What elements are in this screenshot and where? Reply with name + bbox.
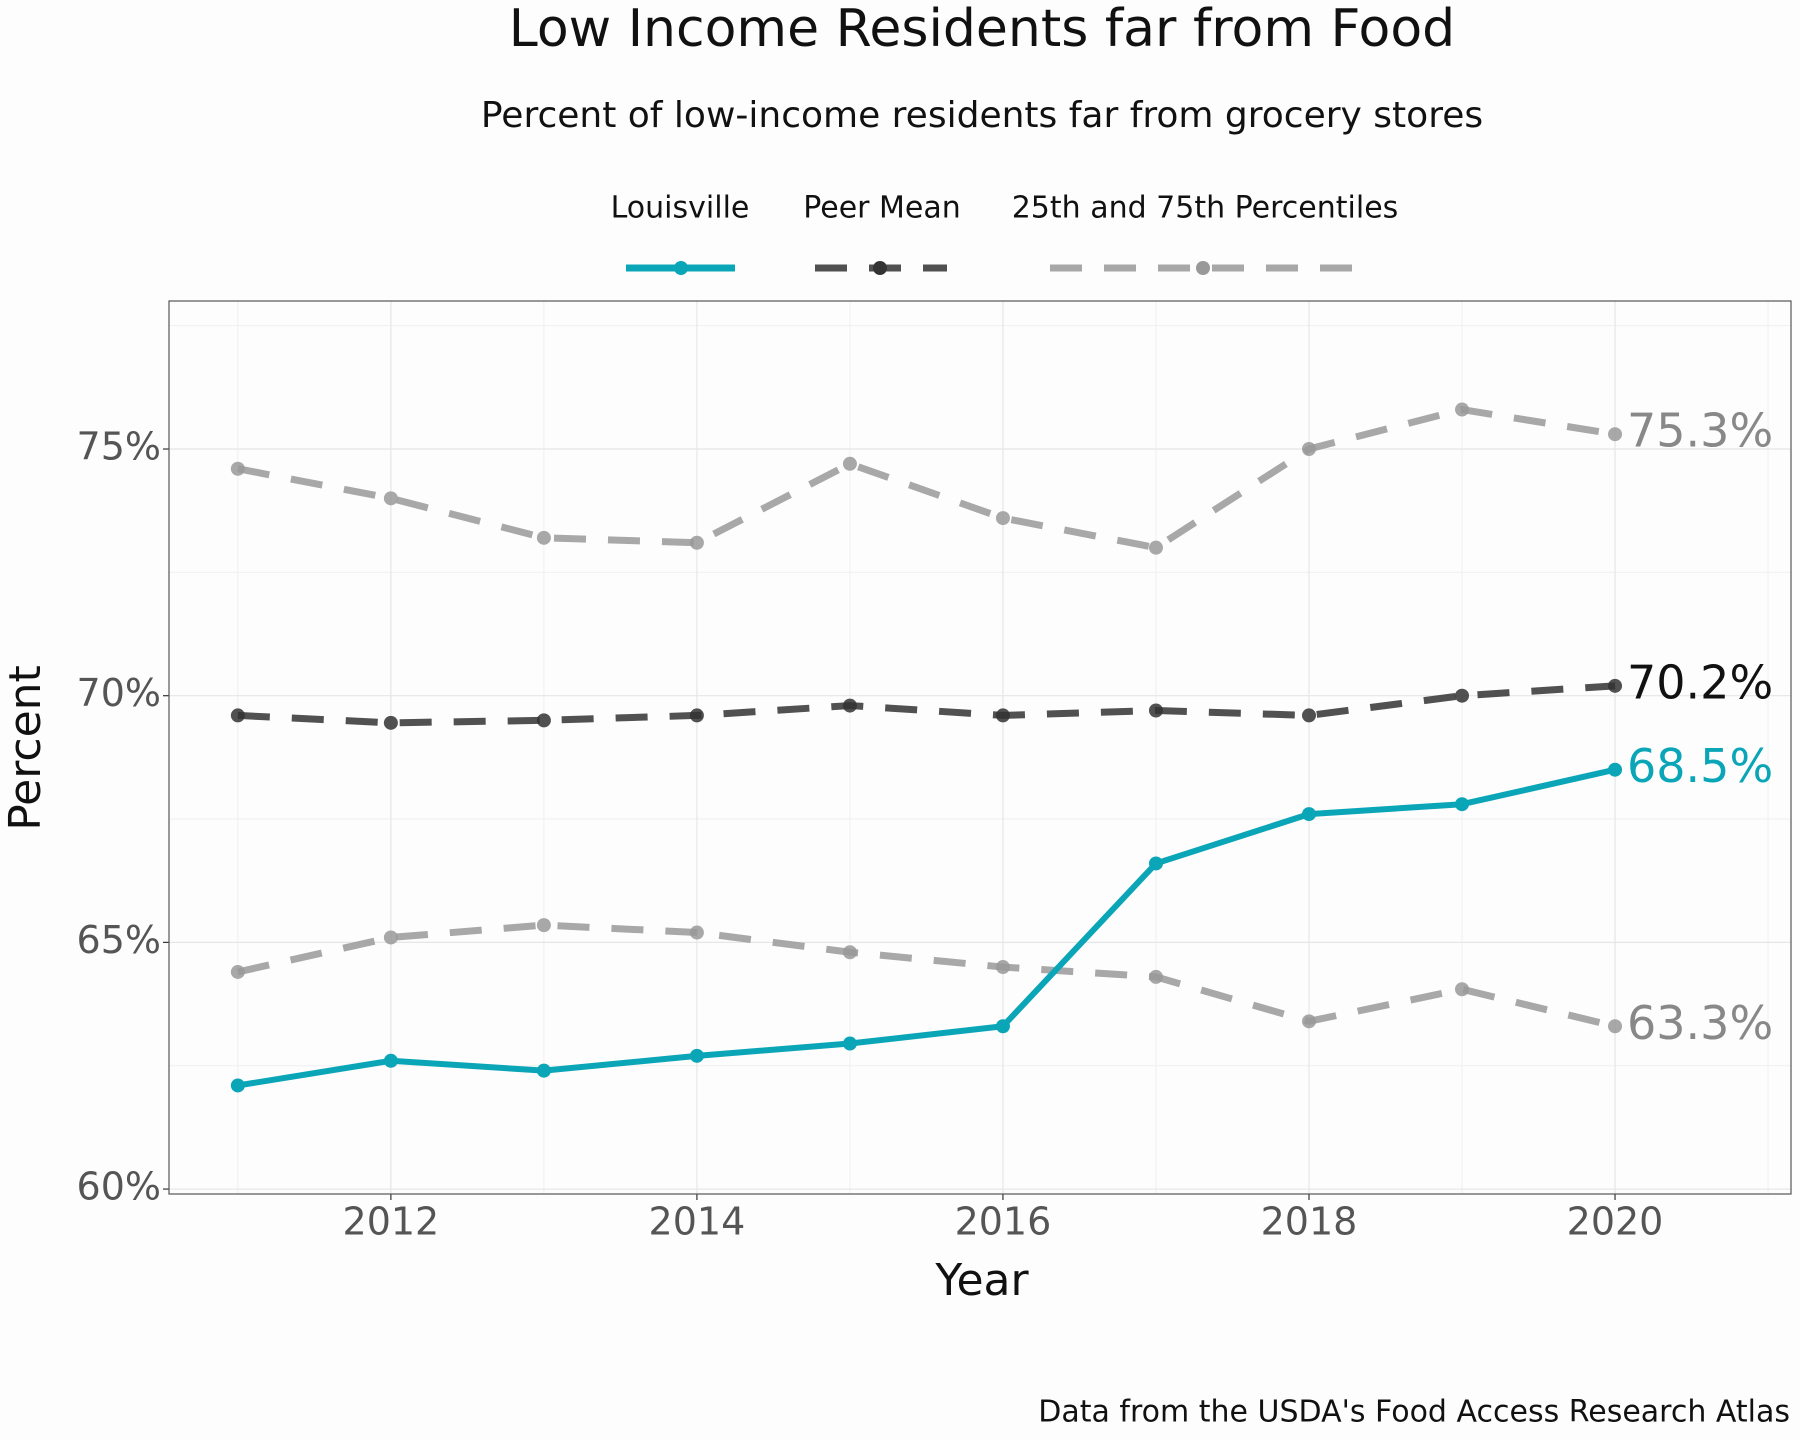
point [842,1036,857,1051]
point [1148,703,1163,718]
point [689,708,704,723]
point [1455,402,1470,417]
end-label: 63.3% [1627,996,1773,1050]
point [995,511,1010,526]
point [230,461,245,476]
y-tick-label: 75% [77,425,161,469]
point [383,491,398,506]
series-line [237,766,1616,1089]
point [842,456,857,471]
point [1455,688,1470,703]
point [1301,442,1316,457]
point [1148,540,1163,555]
end-label: 68.5% [1627,739,1773,793]
end-label: 75.3% [1627,404,1773,458]
x-tick-label: 2012 [343,1200,440,1244]
point [1455,982,1470,997]
point [1608,762,1623,777]
point [1301,708,1316,723]
legend-label: 25th and 75th Percentiles [1012,191,1399,226]
point [383,715,398,730]
x-tick-label: 2014 [649,1200,746,1244]
legend-point [1196,261,1210,275]
point [689,535,704,550]
x-tick-label: 2020 [1567,1200,1664,1244]
point [383,1053,398,1068]
point [536,918,551,933]
point [1148,856,1163,871]
point [1301,1014,1316,1029]
end-label: 70.2% [1627,655,1773,709]
point [1148,969,1163,984]
chart-title: Low Income Residents far from Food [509,0,1455,59]
series-line [237,921,1616,1030]
point [1301,807,1316,822]
y-axis-title: Percent [0,665,51,831]
point [230,964,245,979]
caption: Data from the USDA's Food Access Researc… [1038,1395,1790,1430]
y-tick-label: 70% [77,671,161,715]
point [1608,678,1623,693]
legend-point [873,261,887,275]
point [1608,1019,1623,1034]
point [536,1063,551,1078]
point [689,925,704,940]
x-axis-title: Year [934,1255,1029,1306]
x-tick-label: 2018 [1261,1200,1358,1244]
legend-label: Peer Mean [803,191,961,226]
point [842,945,857,960]
y-tick-label: 65% [77,918,161,962]
point [383,930,398,945]
point [1455,797,1470,812]
point [230,1078,245,1093]
point [689,1048,704,1063]
point [536,713,551,728]
point [842,698,857,713]
series-line [237,682,1616,727]
chart-subtitle: Percent of low-income residents far from… [481,95,1483,136]
point [995,960,1010,975]
legend-point [674,261,688,275]
y-tick-label: 60% [77,1165,161,1209]
x-tick-label: 2016 [955,1200,1052,1244]
point [995,1019,1010,1034]
point [995,708,1010,723]
point [1608,427,1623,442]
plot-border [168,300,1792,1195]
series-line [237,406,1616,552]
point [230,708,245,723]
legend-label: Louisville [611,191,750,226]
point [536,530,551,545]
